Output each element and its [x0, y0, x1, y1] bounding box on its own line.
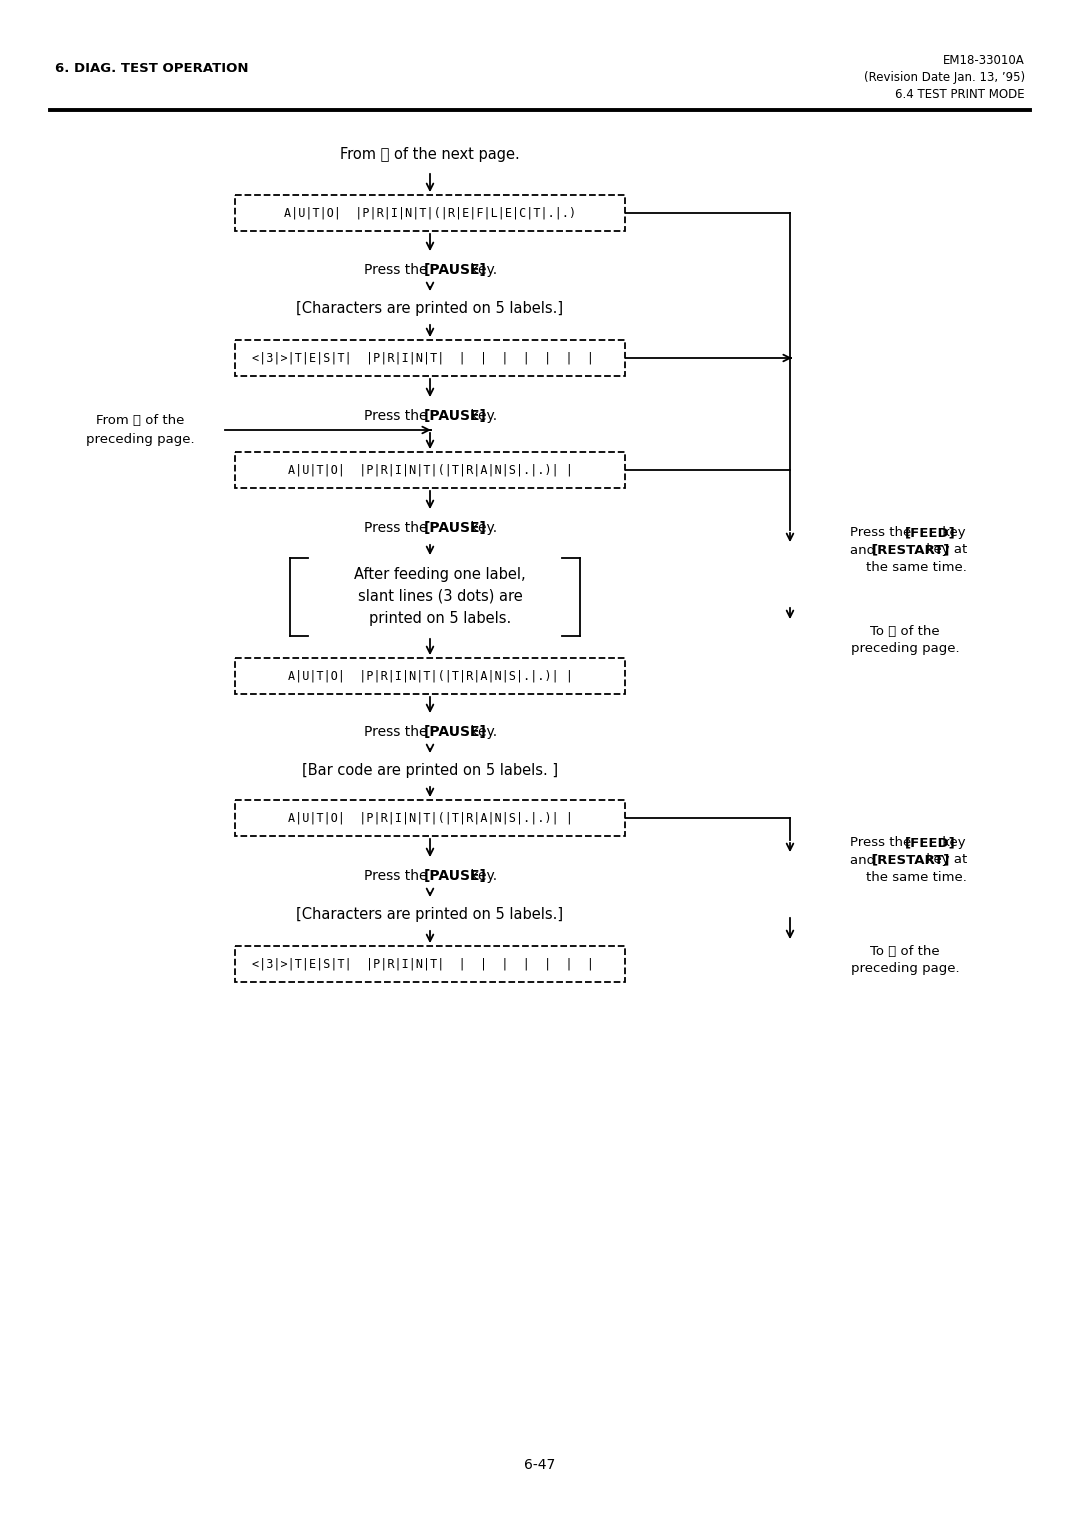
Text: key.: key.: [465, 262, 497, 278]
Text: key.: key.: [465, 522, 497, 535]
Text: [PAUSE]: [PAUSE]: [424, 262, 487, 278]
Text: Press the: Press the: [850, 836, 916, 849]
Text: Press the: Press the: [364, 869, 432, 883]
Text: From Ⓑ of the next page.: From Ⓑ of the next page.: [340, 148, 519, 163]
Bar: [235, 195, 625, 230]
Text: To Ⓒ of the: To Ⓒ of the: [870, 946, 940, 958]
Text: key: key: [939, 526, 966, 540]
Text: [Bar code are printed on 5 labels. ]: [Bar code are printed on 5 labels. ]: [302, 762, 558, 778]
Text: preceding page.: preceding page.: [85, 433, 194, 447]
Text: Press the: Press the: [364, 409, 432, 422]
Text: A|U|T|O|  |P|R|I|N|T|(|T|R|A|N|S|.|.)| |: A|U|T|O| |P|R|I|N|T|(|T|R|A|N|S|.|.)| |: [287, 811, 572, 825]
Text: [RESTART]: [RESTART]: [872, 543, 950, 557]
Text: key.: key.: [465, 409, 497, 422]
Text: From Ⓐ of the: From Ⓐ of the: [96, 413, 185, 427]
Text: Press the: Press the: [364, 262, 432, 278]
Bar: [235, 657, 625, 694]
Text: To Ⓒ of the: To Ⓒ of the: [870, 625, 940, 637]
Text: A|U|T|O|  |P|R|I|N|T|(|T|R|A|N|S|.|.)| |: A|U|T|O| |P|R|I|N|T|(|T|R|A|N|S|.|.)| |: [287, 464, 572, 476]
Text: preceding page.: preceding page.: [851, 642, 959, 656]
Text: Press the: Press the: [850, 526, 916, 540]
Text: After feeding one label,: After feeding one label,: [354, 566, 526, 581]
Text: and: and: [850, 854, 879, 866]
Text: [PAUSE]: [PAUSE]: [424, 869, 487, 883]
Text: [Characters are printed on 5 labels.]: [Characters are printed on 5 labels.]: [296, 906, 564, 921]
Text: and: and: [850, 543, 879, 557]
Bar: [235, 451, 625, 488]
Text: [RESTART]: [RESTART]: [872, 854, 950, 866]
Text: EM18-33010A: EM18-33010A: [943, 53, 1025, 67]
Text: [FEED]: [FEED]: [905, 526, 956, 540]
Text: key at: key at: [921, 543, 967, 557]
Text: key at: key at: [921, 854, 967, 866]
Text: printed on 5 labels.: printed on 5 labels.: [369, 610, 511, 625]
Text: the same time.: the same time.: [866, 871, 968, 883]
Text: key.: key.: [465, 869, 497, 883]
Text: (Revision Date Jan. 13, ’95): (Revision Date Jan. 13, ’95): [864, 70, 1025, 84]
Bar: [235, 946, 625, 982]
Text: <|3|>|T|E|S|T|  |P|R|I|N|T|  |  |  |  |  |  |  |: <|3|>|T|E|S|T| |P|R|I|N|T| | | | | | | |: [252, 351, 608, 364]
Text: Press the: Press the: [364, 522, 432, 535]
Text: key: key: [939, 836, 966, 849]
Text: slant lines (3 dots) are: slant lines (3 dots) are: [357, 589, 523, 604]
Text: [PAUSE]: [PAUSE]: [424, 409, 487, 422]
Text: preceding page.: preceding page.: [851, 962, 959, 974]
Text: [PAUSE]: [PAUSE]: [424, 522, 487, 535]
Bar: [235, 340, 625, 377]
Text: 6. DIAG. TEST OPERATION: 6. DIAG. TEST OPERATION: [55, 61, 248, 75]
Text: A|U|T|O|  |P|R|I|N|T|(|T|R|A|N|S|.|.)| |: A|U|T|O| |P|R|I|N|T|(|T|R|A|N|S|.|.)| |: [287, 669, 572, 683]
Text: the same time.: the same time.: [866, 561, 968, 573]
Text: Press the: Press the: [364, 724, 432, 740]
Bar: [235, 801, 625, 836]
Text: A|U|T|O|  |P|R|I|N|T|(|R|E|F|L|E|C|T|.|.): A|U|T|O| |P|R|I|N|T|(|R|E|F|L|E|C|T|.|.): [284, 206, 576, 220]
Text: [FEED]: [FEED]: [905, 836, 956, 849]
Text: [PAUSE]: [PAUSE]: [424, 724, 487, 740]
Text: <|3|>|T|E|S|T|  |P|R|I|N|T|  |  |  |  |  |  |  |: <|3|>|T|E|S|T| |P|R|I|N|T| | | | | | | |: [252, 958, 608, 970]
Text: 6-47: 6-47: [525, 1458, 555, 1472]
Text: key.: key.: [465, 724, 497, 740]
Text: 6.4 TEST PRINT MODE: 6.4 TEST PRINT MODE: [895, 87, 1025, 101]
Text: [Characters are printed on 5 labels.]: [Characters are printed on 5 labels.]: [296, 300, 564, 316]
